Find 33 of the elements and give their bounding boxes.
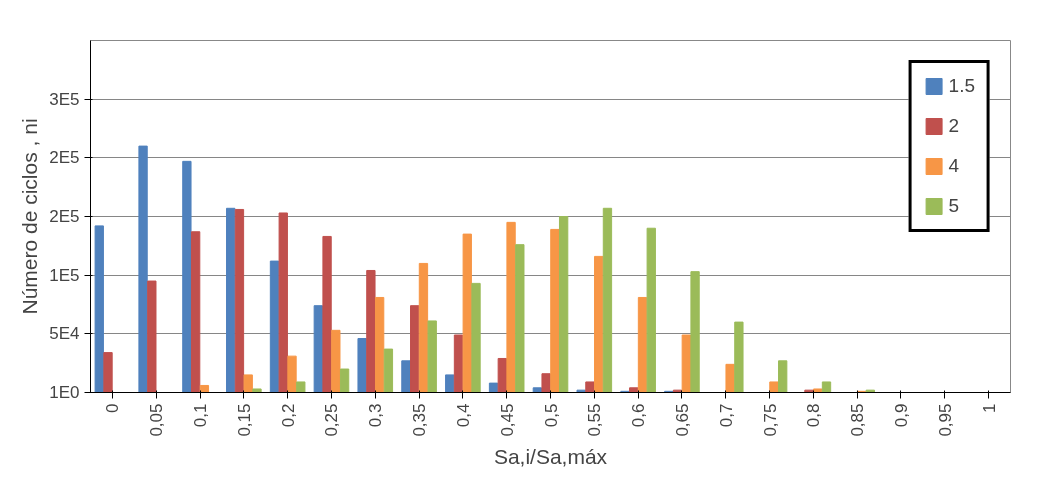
- legend-label: 2: [948, 115, 961, 137]
- x-tick-label: 0,85: [848, 403, 868, 437]
- y-axis-title: Número de ciclos , ni: [18, 118, 42, 315]
- x-tick-label: 0,95: [935, 403, 955, 437]
- x-tick-label: 0,5: [541, 403, 561, 428]
- y-tick-label: 2E5: [49, 148, 80, 168]
- x-tick-label: 0,35: [410, 403, 430, 437]
- x-tick-label: 0,7: [716, 403, 736, 428]
- x-tick-label: 0,75: [760, 403, 780, 437]
- legend-label: 1.5: [948, 75, 975, 97]
- x-tick-label: 0,4: [453, 403, 473, 428]
- y-tick-label: 1E5: [49, 265, 80, 285]
- x-tick-label: 0,05: [147, 403, 167, 437]
- x-tick-label: 0,1: [191, 403, 211, 428]
- legend-label: 5: [948, 195, 961, 217]
- x-tick-label: 0,65: [672, 403, 692, 437]
- x-tick-label: 0,15: [234, 403, 254, 437]
- y-tick-label: 3E5: [49, 89, 80, 109]
- x-axis-title: Sa,i/Sa,máx: [493, 444, 608, 468]
- y-tick-label: 2E5: [49, 207, 80, 226]
- x-tick-label: 1: [979, 403, 999, 413]
- x-tick-label: 0,8: [804, 403, 824, 428]
- x-tick-label: 0,45: [497, 403, 517, 437]
- x-tick-label: 0,6: [629, 403, 649, 428]
- x-tick-label: 0,2: [278, 403, 298, 428]
- x-tick-label: 0,55: [585, 403, 605, 437]
- y-tick-label: 5E4: [49, 324, 80, 344]
- y-tick-label: 1E0: [49, 383, 80, 402]
- x-tick-label: 0,3: [366, 403, 386, 428]
- x-tick-label: 0,25: [322, 403, 342, 437]
- legend-label: 4: [948, 155, 961, 177]
- x-tick-label: 0,9: [891, 403, 911, 428]
- x-tick-label: 0: [103, 403, 123, 413]
